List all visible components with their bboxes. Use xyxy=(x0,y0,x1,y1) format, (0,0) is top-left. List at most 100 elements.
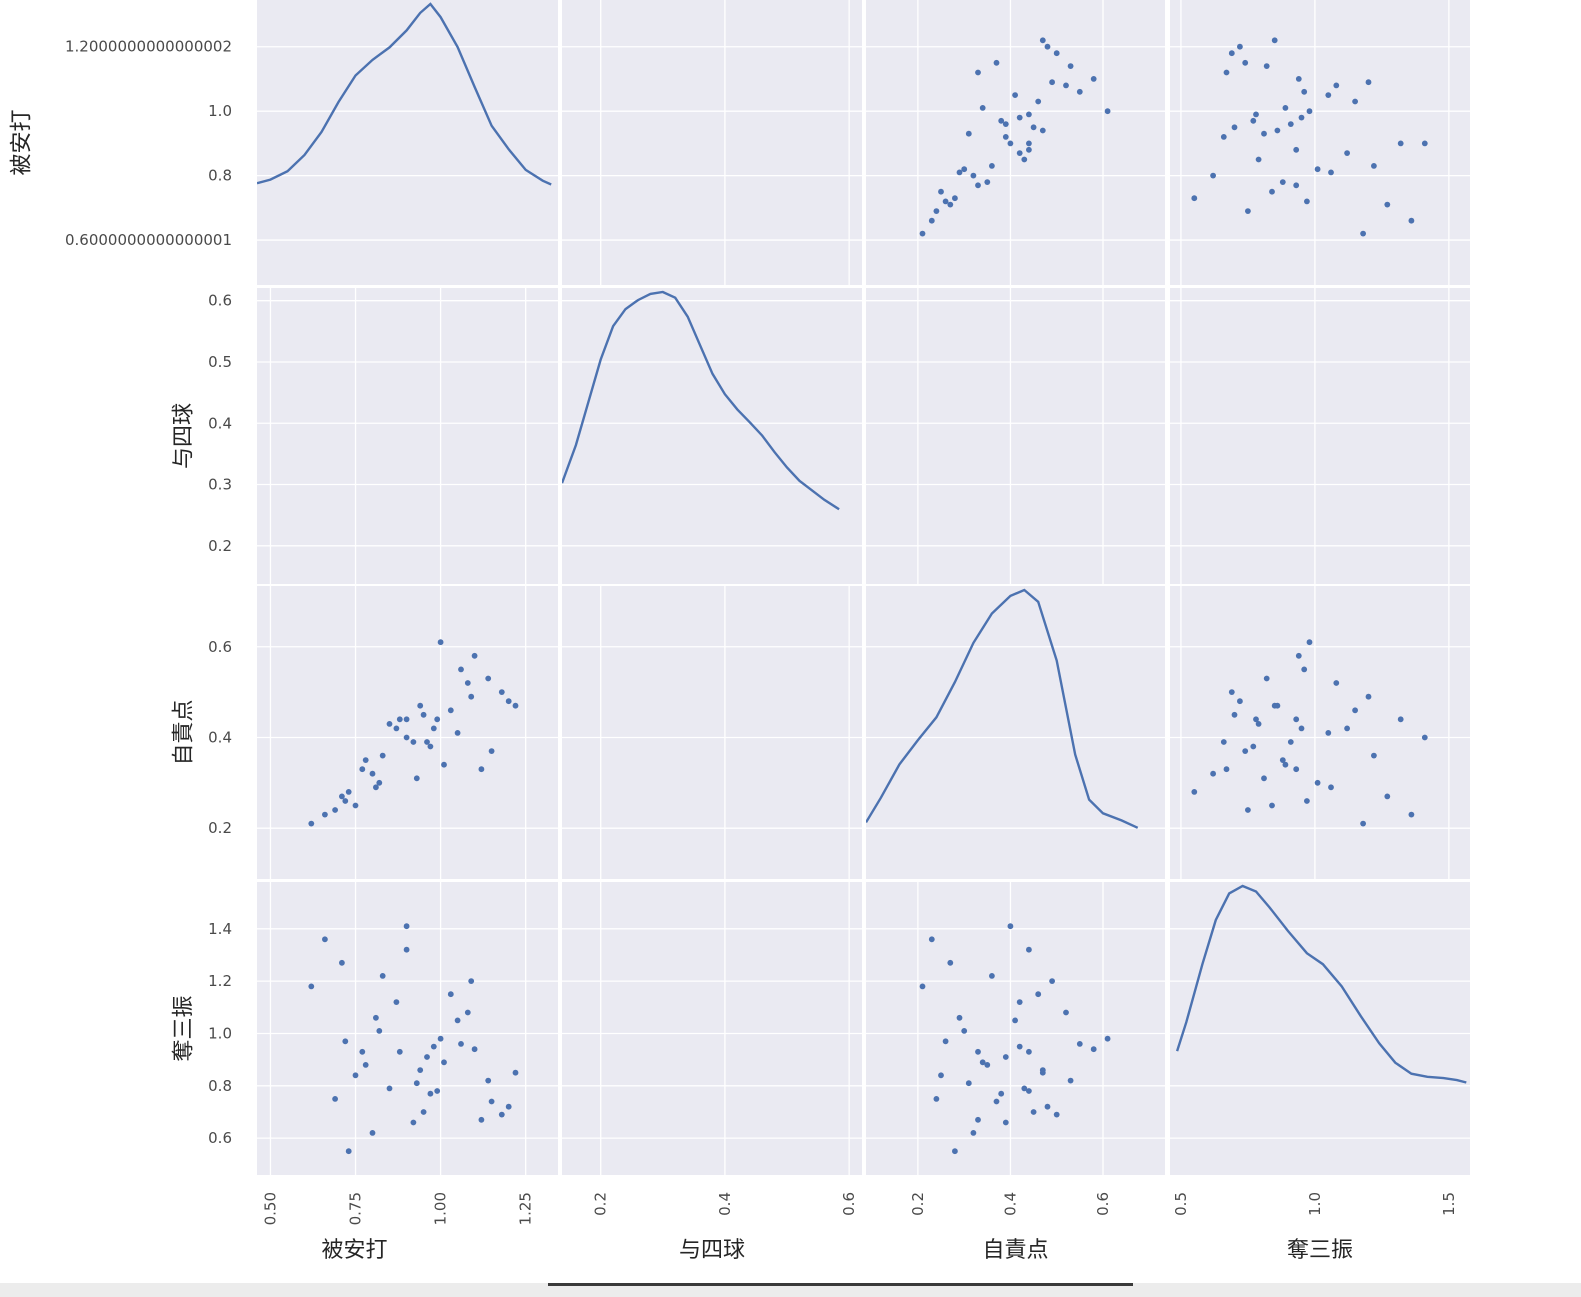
scatter-point xyxy=(1245,208,1251,215)
scatter-point xyxy=(1408,811,1415,818)
scatter-point xyxy=(1293,716,1300,723)
panel-奪三振-与四球 xyxy=(562,882,862,1175)
scatter-point xyxy=(498,1111,505,1118)
scatter-point xyxy=(424,1054,430,1060)
scatter-point xyxy=(437,639,444,646)
scatter-point xyxy=(403,716,410,723)
scatter-point xyxy=(1067,1077,1074,1084)
scatter-point xyxy=(1044,1103,1051,1110)
scatter-point xyxy=(420,711,427,718)
x-tick-label: 1.25 xyxy=(517,1192,535,1225)
scatter-point xyxy=(396,1048,403,1055)
scatter-point xyxy=(952,1148,958,1155)
y-tick-label: 1.0 xyxy=(208,102,232,120)
scatter-point xyxy=(1253,716,1259,723)
x-tick-label: 0.2 xyxy=(909,1192,927,1216)
scatter-point xyxy=(1293,182,1300,189)
scatter-point xyxy=(1210,770,1216,777)
panel-与四球-与四球 xyxy=(562,288,862,584)
tick-labels: 1.2000000000000002 1.0 0.8 0.60000000000000… xyxy=(10,38,1458,1263)
y-tick-label: 1.4 xyxy=(208,920,232,938)
scatter-point xyxy=(1049,978,1055,984)
scatter-point xyxy=(1261,775,1267,782)
y-tick-label: 0.6000000000000001 xyxy=(65,231,232,249)
scatter-point xyxy=(975,69,981,76)
scatter-point xyxy=(1026,146,1032,153)
scatter-point xyxy=(1002,134,1009,140)
scatter-point xyxy=(427,1090,434,1097)
scatter-point xyxy=(413,1080,420,1087)
scatter-point xyxy=(1026,1048,1032,1055)
scatter-point xyxy=(488,748,495,754)
scatter-point xyxy=(919,230,926,237)
y-axis-label: 奪三振 xyxy=(172,995,197,1061)
scatter-point xyxy=(1076,1041,1083,1047)
scatter-point xyxy=(998,1090,1005,1097)
scatter-point xyxy=(1237,698,1243,705)
scatter-point xyxy=(373,1014,379,1021)
scatter-point xyxy=(942,1038,949,1045)
scatter-point xyxy=(379,973,386,979)
scatter-point xyxy=(1012,1017,1018,1024)
scatter-point xyxy=(1287,739,1294,745)
scatter-point xyxy=(1237,43,1243,50)
scatter-point xyxy=(1223,766,1230,773)
scatter-point xyxy=(1295,76,1302,82)
scatter-point xyxy=(965,1080,972,1087)
scatter-point xyxy=(947,959,954,966)
scatter-point xyxy=(458,1041,464,1047)
scatter-point xyxy=(961,1028,968,1034)
panel-被安打-与四球 xyxy=(562,0,862,285)
scatter-point xyxy=(434,716,441,723)
scatter-point xyxy=(468,693,475,700)
scatter-point xyxy=(376,1028,383,1034)
scatter-point xyxy=(1250,743,1257,750)
scatter-point xyxy=(464,1009,471,1016)
x-tick-label: 0.2 xyxy=(592,1192,610,1216)
scatter-point xyxy=(362,757,369,763)
y-axis-label: 与四球 xyxy=(172,403,197,469)
scatter-point xyxy=(512,702,519,709)
scatter-point xyxy=(1220,134,1227,140)
scatter-point xyxy=(1191,789,1198,795)
scatter-point xyxy=(1263,63,1270,69)
scatter-point xyxy=(1039,37,1046,44)
scatter-point xyxy=(1371,752,1377,759)
y-tick-label: 0.2 xyxy=(208,537,232,555)
scatter-point xyxy=(1253,111,1259,118)
scatter-point xyxy=(332,1096,338,1102)
scatter-point xyxy=(1007,923,1014,930)
scatter-point xyxy=(498,689,505,695)
scatter-point xyxy=(322,811,328,818)
scatter-point xyxy=(505,698,512,705)
scatter-point xyxy=(1301,88,1308,95)
scatter-point xyxy=(1298,725,1305,732)
x-axis-label: 自責点 xyxy=(982,1238,1048,1263)
scatter-point xyxy=(505,1103,512,1110)
scatter-point xyxy=(1271,702,1278,709)
scatter-point xyxy=(1293,146,1300,153)
scatter-point xyxy=(1352,707,1358,714)
scatter-point xyxy=(339,959,345,966)
scrollbar-thumb[interactable] xyxy=(548,1283,1133,1286)
scatter-point xyxy=(1016,999,1023,1005)
x-tick-label: 0.6 xyxy=(840,1192,858,1216)
y-tick-label: 0.6 xyxy=(208,292,232,310)
data-marks xyxy=(257,2,1467,1155)
scatter-point xyxy=(322,936,328,943)
scatter-point xyxy=(993,59,1000,66)
scatter-point xyxy=(998,117,1005,124)
scatter-point xyxy=(933,1096,940,1102)
scatter-point xyxy=(1016,150,1023,157)
horizontal-scrollbar[interactable] xyxy=(0,1283,1581,1297)
scatter-point xyxy=(1220,739,1227,745)
scatter-point xyxy=(417,1067,424,1073)
scatter-point xyxy=(1261,130,1267,137)
scatter-point xyxy=(1002,1119,1009,1126)
scatter-point xyxy=(1344,725,1350,732)
scatter-point xyxy=(1279,179,1286,186)
scatter-point xyxy=(1223,69,1230,76)
scatter-point xyxy=(1360,230,1366,237)
x-axis-label: 与四球 xyxy=(679,1238,745,1263)
scatter-point xyxy=(393,725,400,732)
